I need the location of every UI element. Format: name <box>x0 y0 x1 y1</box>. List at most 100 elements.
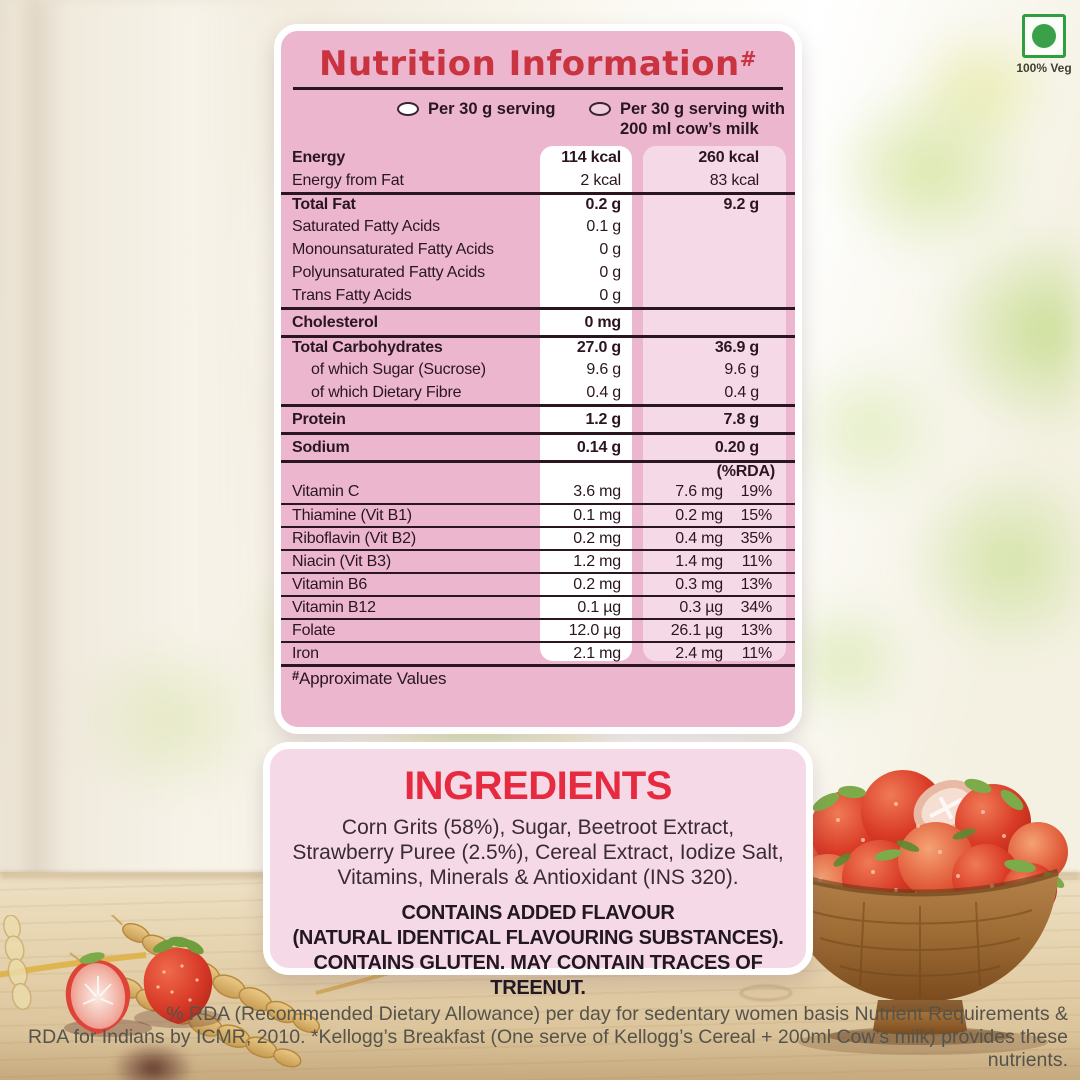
rda-footnote: % RDA (Recommended Dietary Allowance) pe… <box>28 1003 1068 1071</box>
nutrient-label: Vitamin C <box>292 482 360 500</box>
nutrient-label: Vitamin B12 <box>292 598 376 616</box>
value-per-serving: 0 mg <box>584 313 621 331</box>
rda-percent: 34% <box>740 598 773 616</box>
vitamin-row: Vitamin B6 0.2 mg 0.3 mg 13% <box>281 572 795 595</box>
value-per-serving: 0 g <box>599 263 621 281</box>
nutrient-label: Monounsaturated Fatty Acids <box>292 240 494 258</box>
value-with-milk: 1.4 mg <box>675 552 723 570</box>
value-with-milk-group: 0.3 mg 13% <box>643 576 786 594</box>
footnote-text: Approximate Values <box>299 669 447 688</box>
nutrition-row: Energy 114 kcal 260 kcal <box>281 146 795 169</box>
value-per-serving: 27.0 g <box>576 339 621 356</box>
value-with-milk: 9.6 g <box>724 360 759 378</box>
serving-legend: Per 30 g serving Per 30 g serving with 2… <box>281 90 795 146</box>
milk-serving-swatch-icon <box>588 102 611 116</box>
nutrition-title: Nutrition Information# <box>318 44 758 84</box>
with-milk-column-background <box>643 146 786 661</box>
vitamin-row: Iron 2.1 mg 2.4 mg 11% <box>281 641 795 664</box>
footnote-label: #Approximate Values <box>292 668 447 688</box>
nutrient-label: Iron <box>292 644 319 662</box>
value-per-serving: 0.14 g <box>576 438 621 456</box>
ingredients-text: Corn Grits (58%), Sugar, Beetroot Extrac… <box>292 816 784 889</box>
legend-label: Per 30 g serving with 200 ml cow’s milk <box>619 100 785 138</box>
nutrient-label: Sodium <box>292 438 350 456</box>
strawberry-bowl-illustration <box>768 770 1068 1055</box>
value-per-serving: 0.1 g <box>586 217 621 235</box>
value-with-milk: 7.8 g <box>723 410 760 428</box>
nutrition-row: Protein 1.2 g 7.8 g <box>281 404 795 432</box>
nutrition-row: Sodium 0.14 g 0.20 g <box>281 432 795 460</box>
nutrient-label: Saturated Fatty Acids <box>292 217 440 235</box>
value-with-milk: 0.20 g <box>714 438 759 456</box>
title-footnote-marker: # <box>739 47 758 71</box>
vitamin-row: Vitamin B12 0.1 µg 0.3 µg 34% <box>281 595 795 618</box>
value-with-milk: 0.4 mg <box>675 529 723 547</box>
value-with-milk-group: 0.2 mg 15% <box>643 507 786 525</box>
nutrient-label: Cholesterol <box>292 313 378 331</box>
nutrition-panel: Nutrition Information# Per 30 g serving … <box>274 24 802 734</box>
rda-percent: 15% <box>740 506 773 524</box>
value-per-serving: 3.6 mg <box>573 482 621 500</box>
nutrient-label: Thiamine (Vit B1) <box>292 506 412 524</box>
nutrition-table: Energy 114 kcal 260 kcal Energy from Fat 2 k… <box>281 146 795 690</box>
nutrient-label: Protein <box>292 410 346 428</box>
nutrition-row: Polyunsaturated Fatty Acids 0 g <box>281 261 795 284</box>
value-per-serving: 1.2 mg <box>573 552 621 570</box>
nutrition-row: Total Fat 0.2 g 9.2 g <box>281 192 795 215</box>
nutrient-label: Total Carbohydrates <box>292 339 443 356</box>
nutrient-label: of which Dietary Fibre <box>311 383 462 401</box>
value-per-serving: 0 g <box>599 286 621 304</box>
title-separator <box>293 87 783 90</box>
nutrition-row: of which Dietary Fibre 0.4 g 0.4 g <box>281 381 795 404</box>
value-with-milk: 26.1 µg <box>670 621 724 639</box>
vitamin-row: Folate 12.0 µg 26.1 µg 13% <box>281 618 795 641</box>
wood-knot <box>740 985 792 1001</box>
value-with-milk: 2.4 mg <box>675 644 723 662</box>
value-per-serving: 2.1 mg <box>573 644 621 662</box>
strawberries-illustration <box>64 936 222 1037</box>
value-per-serving: 0.4 g <box>586 383 621 401</box>
vitamin-row: Riboflavin (Vit B2) 0.2 mg 0.4 mg 35% <box>281 526 795 549</box>
rda-percent: 19% <box>740 482 773 500</box>
value-per-serving: 2 kcal <box>580 171 621 189</box>
ingredients-title: INGREDIENTS <box>404 764 672 808</box>
rda-percent: 11% <box>741 644 772 662</box>
nutrient-label: Niacin (Vit B3) <box>292 552 391 570</box>
value-per-serving: 1.2 g <box>585 410 622 428</box>
nutrient-label: Riboflavin (Vit B2) <box>292 529 416 547</box>
value-with-milk: 260 kcal <box>698 148 759 166</box>
vitamin-row: Niacin (Vit B3) 1.2 mg 1.4 mg 11% <box>281 549 795 572</box>
nutrient-label: of which Sugar (Sucrose) <box>311 360 486 378</box>
nutrient-label: Total Fat <box>292 196 356 213</box>
value-with-milk-group: 0.4 mg 35% <box>643 530 786 548</box>
nutrient-label: Polyunsaturated Fatty Acids <box>292 263 485 281</box>
nutrient-label: Energy <box>292 148 346 166</box>
nutrition-row: of which Sugar (Sucrose) 9.6 g 9.6 g <box>281 358 795 381</box>
nutrient-label: Folate <box>292 621 336 639</box>
veg-mark-icon <box>1022 14 1066 58</box>
value-with-milk: 83 kcal <box>709 171 759 189</box>
value-per-serving: 0 g <box>599 240 621 258</box>
value-with-milk: 0.2 mg <box>675 506 723 524</box>
nutrient-label: Energy from Fat <box>292 171 404 189</box>
nutrition-row: Energy from Fat 2 kcal 83 kcal <box>281 169 795 192</box>
value-per-serving: 0.1 mg <box>573 506 621 524</box>
value-with-milk-group: 2.4 mg 11% <box>643 645 786 663</box>
nutrition-row: Trans Fatty Acids 0 g <box>281 284 795 307</box>
vitamin-row: Vitamin C 3.6 mg 7.6 mg 19% <box>281 480 795 503</box>
value-with-milk-group: 7.6 mg 19% <box>643 483 786 501</box>
vitamin-row: Thiamine (Vit B1) 0.1 mg 0.2 mg 15% <box>281 503 795 526</box>
rda-header-label: (%RDA) <box>716 462 776 480</box>
legend-item-with-milk: Per 30 g serving with 200 ml cow’s milk <box>588 99 785 139</box>
value-with-milk-group: 0.3 µg 34% <box>643 599 786 617</box>
rda-percent: 11% <box>741 552 772 570</box>
veg-mark-label: 100% Veg <box>1016 61 1072 75</box>
per-serving-column-background <box>540 146 632 661</box>
rda-percent: 13% <box>740 575 773 593</box>
value-with-milk: 0.4 g <box>724 383 759 401</box>
approximate-values-footnote: #Approximate Values <box>281 664 795 690</box>
rda-percent: 13% <box>740 621 773 639</box>
value-with-milk: 36.9 g <box>714 339 759 356</box>
value-with-milk-group: 26.1 µg 13% <box>643 622 786 640</box>
veg-mark: 100% Veg <box>1008 14 1080 75</box>
